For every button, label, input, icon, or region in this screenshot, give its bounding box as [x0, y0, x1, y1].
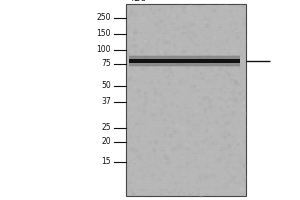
Text: kDa: kDa	[132, 0, 147, 3]
Text: 75: 75	[101, 60, 111, 68]
Bar	[129, 56, 240, 66]
Text: 25: 25	[101, 123, 111, 132]
Text: 50: 50	[101, 82, 111, 90]
Bar	[126, 4, 246, 196]
Bar	[129, 59, 240, 63]
Text: 250: 250	[97, 14, 111, 22]
Text: 15: 15	[101, 158, 111, 166]
Bar	[129, 55, 240, 67]
Text: 150: 150	[97, 29, 111, 38]
Text: 20: 20	[101, 138, 111, 146]
Text: 37: 37	[101, 98, 111, 106]
Text: 100: 100	[97, 46, 111, 54]
